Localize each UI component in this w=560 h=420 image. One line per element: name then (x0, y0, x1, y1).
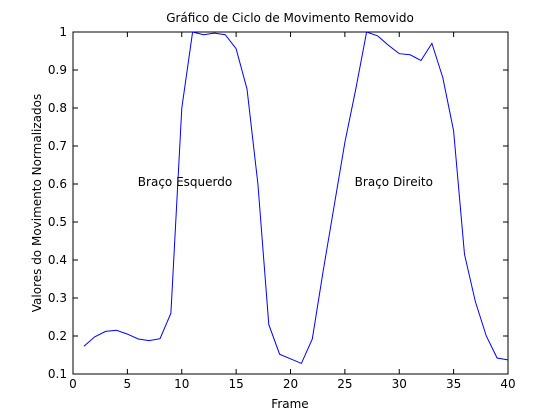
y-tick-label: 0.9 (48, 63, 67, 77)
chart-annotations: Braço Esquerdo Braço Direito (138, 175, 433, 189)
x-axis-ticks: 0 5 10 15 20 25 30 35 40 (69, 32, 516, 391)
y-tick-label: 0.7 (48, 139, 67, 153)
x-tick-label: 25 (337, 377, 352, 391)
plot-frame (72, 31, 509, 375)
chart-title: Gráfico de Ciclo de Movimento Removido (166, 11, 414, 25)
y-tick-label: 0.3 (48, 291, 67, 305)
y-axis-label: Valores do Movimento Normalizados (30, 94, 44, 312)
x-tick-label: 20 (283, 377, 298, 391)
x-axis-label: Frame (271, 397, 308, 411)
x-tick-label: 30 (392, 377, 407, 391)
y-tick-label: 0.1 (48, 367, 67, 381)
annotation-label: Braço Direito (355, 175, 433, 189)
series-line (83, 31, 509, 365)
x-tick-label: 0 (69, 377, 77, 391)
y-tick-label: 0.8 (48, 101, 67, 115)
x-tick-label: 10 (174, 377, 189, 391)
x-tick-label: 5 (124, 377, 132, 391)
x-tick-label: 40 (500, 377, 515, 391)
x-tick-label: 15 (228, 377, 243, 391)
y-axis-ticks: 0.1 0.2 0.3 0.4 0.5 0.6 0.7 0.8 0.9 1 (48, 25, 508, 381)
y-tick-label: 0.6 (48, 177, 67, 191)
annotation-label: Braço Esquerdo (138, 175, 232, 189)
y-tick-label: 1 (59, 25, 67, 39)
x-tick-label: 35 (446, 377, 461, 391)
y-tick-label: 0.4 (48, 253, 67, 267)
y-tick-label: 0.2 (48, 329, 67, 343)
y-tick-label: 0.5 (48, 215, 67, 229)
